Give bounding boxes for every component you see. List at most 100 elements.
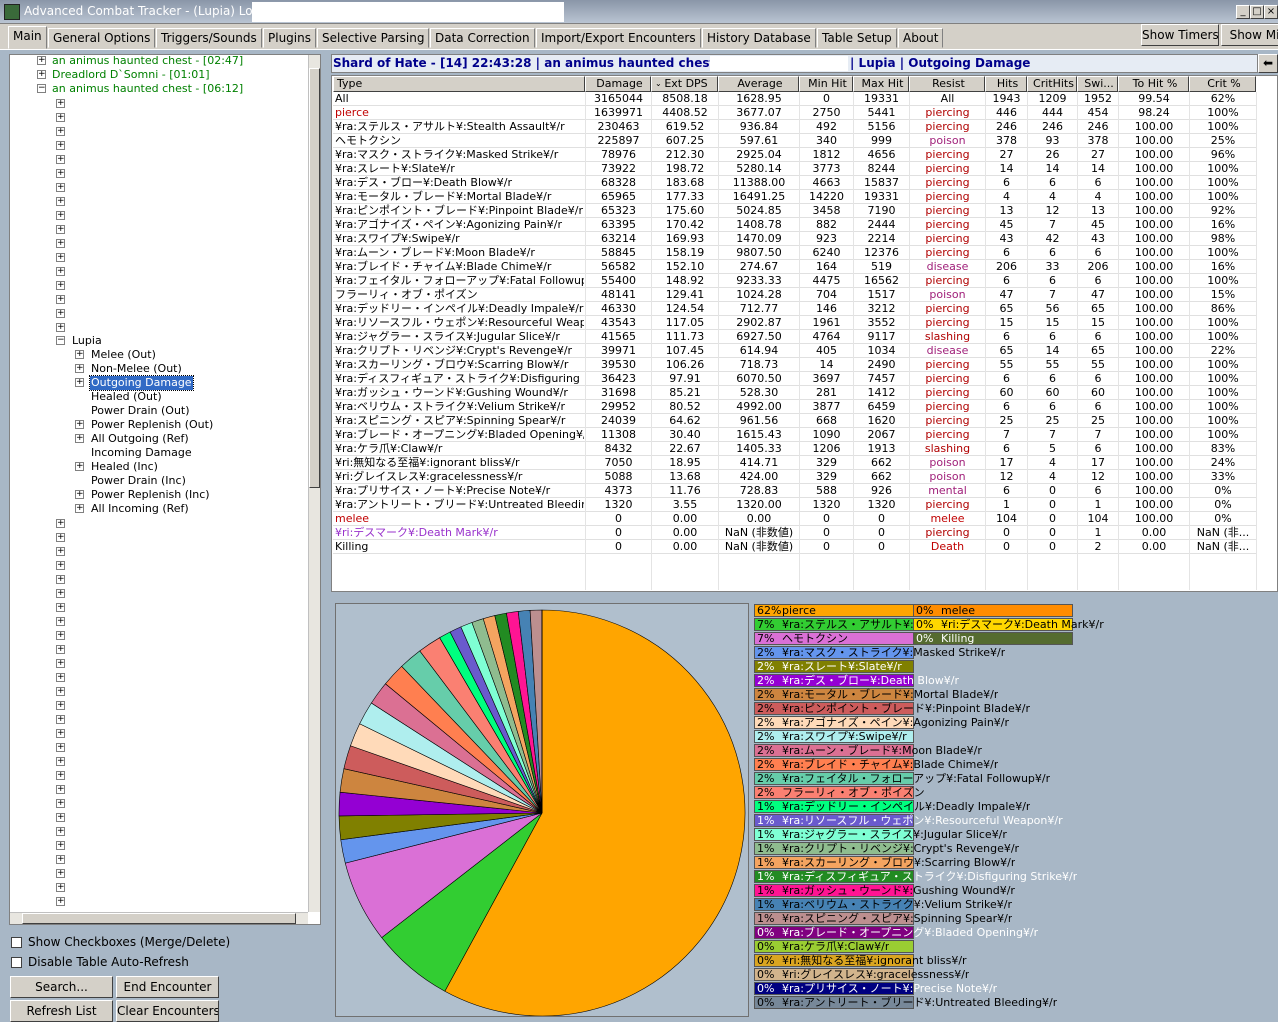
table-cell[interactable]: 107.45 xyxy=(665,344,705,357)
table-cell[interactable]: 8508.18 xyxy=(662,92,708,105)
tree-expander[interactable]: + xyxy=(56,855,65,864)
table-cell[interactable]: 25 xyxy=(1045,414,1060,427)
table-cell[interactable]: ¥ra:クリプト・リベンジ¥:Crypt's Revenge¥/r xyxy=(335,344,573,357)
table-cell[interactable]: 19331 xyxy=(864,190,899,203)
checkbox[interactable] xyxy=(11,957,22,968)
tree-expander[interactable]: + xyxy=(56,897,65,906)
table-cell[interactable]: 92% xyxy=(1210,204,1236,217)
tree-item[interactable]: Power Replenish (Out) xyxy=(91,418,214,431)
table-cell[interactable]: 0 xyxy=(1003,540,1010,553)
table-cell[interactable]: 8432 xyxy=(604,442,633,455)
tab[interactable]: Main xyxy=(8,26,47,49)
table-cell[interactable]: 1620 xyxy=(867,414,896,427)
table-cell[interactable]: 13.68 xyxy=(669,470,701,483)
table-cell[interactable]: 30.40 xyxy=(669,428,701,441)
table-cell[interactable]: 0 xyxy=(1049,540,1056,553)
table-cell[interactable]: 4 xyxy=(1094,190,1102,203)
table-cell[interactable]: 0 xyxy=(1003,526,1010,539)
table-cell[interactable]: 4408.52 xyxy=(662,106,708,119)
table-cell[interactable]: 100.00 xyxy=(1134,470,1174,483)
table-cell[interactable]: 13 xyxy=(999,204,1014,217)
table-cell[interactable]: ¥ra:ディスフィギュア・ストライク¥:Disfiguring Strike¥/… xyxy=(335,372,584,385)
table-cell[interactable]: ¥ra:ベリウム・ストライク¥:Velium Strike¥/r xyxy=(335,400,566,413)
table-cell[interactable]: 104 xyxy=(1087,512,1109,525)
table-cell[interactable]: 1 xyxy=(1094,498,1102,511)
table-cell[interactable]: 39971 xyxy=(601,344,636,357)
table-cell[interactable]: 17 xyxy=(999,456,1014,469)
table-cell[interactable]: 1812 xyxy=(812,148,841,161)
table-cell[interactable]: piercing xyxy=(925,274,970,287)
tree-expander[interactable]: + xyxy=(75,434,84,443)
table-cell[interactable]: 29952 xyxy=(601,400,636,413)
tree-expander[interactable]: + xyxy=(56,771,65,780)
table-cell[interactable]: melee xyxy=(930,512,965,525)
table-cell[interactable]: 43 xyxy=(1091,232,1105,245)
tree-item[interactable]: Outgoing Damage xyxy=(89,375,194,391)
table-cell[interactable]: 0 xyxy=(878,512,885,525)
table-cell[interactable]: 454 xyxy=(1087,106,1109,119)
table-cell[interactable]: 6070.50 xyxy=(736,372,782,385)
table-cell[interactable]: 446 xyxy=(996,106,1017,119)
table-cell[interactable]: piercing xyxy=(925,316,970,329)
table-cell[interactable]: 14 xyxy=(1045,162,1060,175)
table-cell[interactable]: disease xyxy=(926,260,969,273)
tree-expander[interactable]: + xyxy=(56,645,65,654)
tree-expander[interactable]: + xyxy=(56,575,65,584)
tree-expander[interactable]: + xyxy=(56,729,65,738)
table-cell[interactable]: 100% xyxy=(1207,274,1239,287)
tree-expander[interactable]: − xyxy=(56,336,65,345)
table-cell[interactable]: piercing xyxy=(925,428,970,441)
table-cell[interactable]: 4 xyxy=(1049,470,1056,483)
table-cell[interactable]: 6 xyxy=(1094,330,1102,343)
table-cell[interactable]: 100.00 xyxy=(1134,400,1174,413)
table-cell[interactable]: 329 xyxy=(816,456,837,469)
tree-expander[interactable]: + xyxy=(56,183,65,192)
table-cell[interactable]: 100% xyxy=(1207,428,1239,441)
table-cell[interactable]: 152.10 xyxy=(665,260,705,273)
table-cell[interactable]: 6 xyxy=(1094,274,1102,287)
table-cell[interactable]: 444 xyxy=(1042,106,1063,119)
tree-expander[interactable]: + xyxy=(75,462,84,471)
tree-item[interactable]: Power Replenish (Inc) xyxy=(91,488,210,501)
table-cell[interactable]: All xyxy=(335,92,349,105)
table-cell[interactable]: 177.33 xyxy=(665,190,705,203)
table-cell[interactable]: 6 xyxy=(1094,442,1102,455)
tree-expander[interactable]: + xyxy=(56,225,65,234)
table-cell[interactable]: piercing xyxy=(925,526,970,539)
tree-expander[interactable]: + xyxy=(56,687,65,696)
table-cell[interactable]: 117.05 xyxy=(665,316,705,329)
table-cell[interactable]: 19331 xyxy=(864,92,899,105)
table-cell[interactable]: ¥ra:デス・ブロー¥:Death Blow¥/r xyxy=(335,176,512,189)
table-cell[interactable]: 43543 xyxy=(601,316,636,329)
table-cell[interactable]: 100% xyxy=(1207,358,1239,371)
table-cell[interactable]: 85.21 xyxy=(669,386,701,399)
table-cell[interactable]: 1320 xyxy=(812,498,841,511)
table-cell[interactable]: 100.00 xyxy=(1134,414,1174,427)
table-cell[interactable]: 6 xyxy=(1049,274,1056,287)
table-cell[interactable]: 378 xyxy=(996,134,1017,147)
table-cell[interactable]: 5156 xyxy=(867,120,896,133)
table-cell[interactable]: piercing xyxy=(925,106,970,119)
table-cell[interactable]: 281 xyxy=(816,386,837,399)
table-cell[interactable]: 65 xyxy=(999,344,1014,357)
table-cell[interactable]: piercing xyxy=(925,414,970,427)
tree-item[interactable]: All Outgoing (Ref) xyxy=(91,432,189,445)
table-cell[interactable]: 25 xyxy=(999,414,1014,427)
table-cell[interactable]: 6 xyxy=(1049,372,1056,385)
table-cell[interactable]: 100.00 xyxy=(1134,134,1174,147)
table-cell[interactable]: piercing xyxy=(925,190,970,203)
tree-expander[interactable]: + xyxy=(56,253,65,262)
table-cell[interactable]: 405 xyxy=(816,344,837,357)
table-cell[interactable]: 5024.85 xyxy=(736,204,782,217)
table-cell[interactable]: 6 xyxy=(1049,246,1056,259)
table-cell[interactable]: 1 xyxy=(1094,526,1102,539)
table-cell[interactable]: 519 xyxy=(871,260,892,273)
table-cell[interactable]: 6240 xyxy=(812,246,841,259)
table-cell[interactable]: 7050 xyxy=(604,456,633,469)
tree-encounter[interactable]: an animus haunted chest - [02:47] xyxy=(52,54,244,67)
table-cell[interactable]: 7 xyxy=(1003,428,1010,441)
table-cell[interactable]: 65 xyxy=(1091,344,1105,357)
table-cell[interactable]: 2444 xyxy=(867,218,896,231)
table-cell[interactable]: 68328 xyxy=(601,176,636,189)
column-header[interactable]: Max Hit xyxy=(853,76,909,92)
